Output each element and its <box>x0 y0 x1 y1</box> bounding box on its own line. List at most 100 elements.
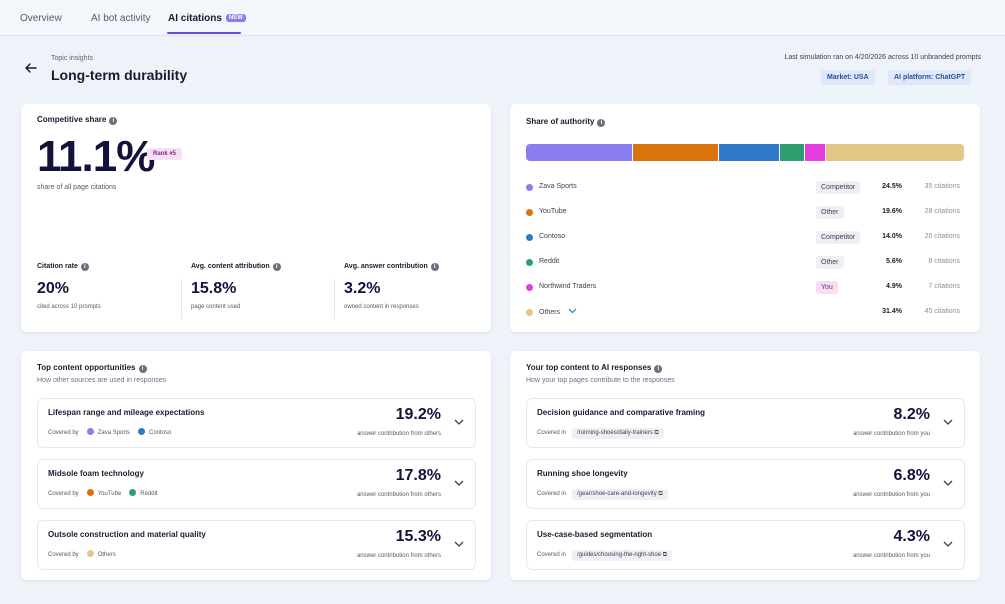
legend-tag: Competitor <box>816 231 861 244</box>
content-caption: answer contribution from you <box>852 492 930 498</box>
legend-row: Northwind Traders You 4.9% 7 citations <box>526 281 966 295</box>
legend-pct: 4.9% <box>886 283 902 290</box>
source-dot <box>129 489 137 496</box>
tab-ai-citations[interactable]: AI citations NEW <box>168 13 246 24</box>
metric-caption: cited across 10 prompts <box>37 304 101 310</box>
opportunity-caption: answer contribution from others <box>356 431 441 437</box>
your-content-title: Your top content to AI responses i <box>526 363 663 373</box>
metric-label: Citation rate i <box>37 263 177 271</box>
metric-label: Avg. answer contribution i <box>344 263 484 271</box>
authority-bar-segment-youtube <box>633 144 719 161</box>
info-icon[interactable]: i <box>654 365 663 373</box>
active-tab-indicator <box>167 32 241 34</box>
opportunities-title: Top content opportunities i <box>37 363 147 373</box>
content-caption: answer contribution from you <box>852 431 930 437</box>
page-path-link[interactable]: /running-shoes/daily-trainers ⧉ <box>572 428 664 439</box>
legend-dot <box>526 259 533 266</box>
legend-pct: 14.0% <box>882 233 902 240</box>
legend-citations: 7 citations <box>928 283 960 290</box>
metric-label: Avg. content attribution i <box>191 263 331 271</box>
opportunity-title: Outsole construction and material qualit… <box>48 530 206 539</box>
chevron-down-icon[interactable] <box>453 477 465 489</box>
platform-chip[interactable]: AI platform: ChatGPT <box>888 70 972 85</box>
authority-bar-segment-contoso <box>719 144 780 161</box>
back-arrow-icon[interactable] <box>24 61 38 75</box>
info-icon[interactable]: i <box>597 119 606 127</box>
share-of-authority-title: Share of authority i <box>526 117 606 127</box>
metric-caption: page content used <box>191 304 241 310</box>
answer-contribution-metric: Avg. answer contribution i 3.2% owned con… <box>344 263 484 319</box>
legend-pct: 5.6% <box>886 258 902 265</box>
chevron-down-icon[interactable] <box>942 477 954 489</box>
legend-row-others[interactable]: Others 31.4% 45 citations <box>526 306 966 320</box>
legend-citations: 28 citations <box>924 208 960 215</box>
new-badge: NEW <box>225 14 246 22</box>
content-title: Running shoe longevity <box>537 469 628 478</box>
page-path-link[interactable]: /guides/choosing-the-right-shoe ⧉ <box>572 550 673 561</box>
opportunity-item[interactable]: Outsole construction and material qualit… <box>37 520 476 570</box>
info-icon[interactable]: i <box>109 117 118 125</box>
legend-dot <box>526 284 533 291</box>
chevron-down-icon[interactable] <box>453 538 465 550</box>
opportunity-value: 17.8% <box>395 467 441 484</box>
info-icon[interactable]: i <box>430 263 439 271</box>
metric-divider <box>334 279 335 319</box>
legend-citations: 20 citations <box>924 233 960 240</box>
chevron-down-icon[interactable] <box>942 416 954 428</box>
legend-pct: 24.5% <box>882 183 902 190</box>
chevron-down-icon[interactable] <box>453 416 465 428</box>
external-link-icon: ⧉ <box>658 491 663 497</box>
legend-pct: 19.6% <box>882 208 902 215</box>
info-icon[interactable]: i <box>80 263 89 271</box>
legend-citations: 35 citations <box>924 183 960 190</box>
citation-rate-metric: Citation rate i 20% cited across 10 promp… <box>37 263 177 319</box>
content-title: Decision guidance and comparative framin… <box>537 408 706 417</box>
opportunity-item[interactable]: Lifespan range and mileage expectations … <box>37 398 476 448</box>
competitive-share-value: 11.1% <box>37 132 155 181</box>
your-content-item[interactable]: Running shoe longevity Covered in/gear/s… <box>526 459 965 509</box>
authority-bar-segment-northwind-traders <box>805 144 826 161</box>
opportunity-item[interactable]: Midsole foam technology Covered by YouTub… <box>37 459 476 509</box>
your-content-subtitle: How your top pages contribute to the res… <box>526 377 675 384</box>
content-value: 4.3% <box>893 528 930 545</box>
legend-row: Contoso Competitor 14.0% 20 citations <box>526 231 966 245</box>
info-icon[interactable]: i <box>272 263 281 271</box>
competitive-share-card: Competitive share i 11.1% Rank #5 share o… <box>21 104 491 332</box>
source-dot <box>86 550 94 557</box>
legend-tag: Competitor <box>816 181 861 194</box>
tab-ai-bot-activity[interactable]: AI bot activity <box>91 13 151 24</box>
legend-name: Others <box>539 308 577 316</box>
your-content-item[interactable]: Decision guidance and comparative framin… <box>526 398 965 448</box>
page-title: Long-term durability <box>51 67 188 83</box>
authority-bar-segment-others <box>826 144 964 161</box>
legend-name: Reddit <box>539 258 560 265</box>
external-link-icon: ⧉ <box>662 552 668 558</box>
legend-tag: Other <box>816 256 844 269</box>
your-content-label: Your top content to AI responses <box>526 363 652 372</box>
legend-tag-you: You <box>816 281 838 294</box>
opportunities-subtitle: How other sources are used in responses <box>37 377 167 384</box>
legend-dot <box>526 234 533 241</box>
your-content-item[interactable]: Use-case-based segmentation Covered in/g… <box>526 520 965 570</box>
legend-row: Zava Sports Competitor 24.5% 35 citation… <box>526 181 966 195</box>
legend-dot <box>526 209 533 216</box>
external-link-icon: ⧉ <box>654 430 659 436</box>
metric-caption: owned content in responses <box>344 304 419 310</box>
info-icon[interactable]: i <box>138 365 147 373</box>
legend-tag: Other <box>816 206 844 219</box>
legend-name: Contoso <box>539 233 566 240</box>
metric-value: 3.2% <box>344 280 381 297</box>
content-title: Use-case-based segmentation <box>537 530 653 539</box>
tab-overview[interactable]: Overview <box>20 13 62 24</box>
page-path-link[interactable]: /gear/shoe-care-and-longevity ⧉ <box>572 489 668 500</box>
chevron-down-icon[interactable] <box>942 538 954 550</box>
market-chip[interactable]: Market: USA <box>821 70 875 85</box>
opportunity-value: 19.2% <box>395 406 441 423</box>
content-value: 6.8% <box>893 467 930 484</box>
chevron-down-icon[interactable] <box>568 308 577 314</box>
tab-bar: Overview AI bot activity AI citations NEW <box>0 0 1005 36</box>
page-header: Topic insights Long-term durability Last… <box>0 36 1005 96</box>
opportunity-caption: answer contribution from others <box>356 553 441 559</box>
content-attribution-metric: Avg. content attribution i 15.8% page con… <box>191 263 331 319</box>
source-dot <box>86 428 94 435</box>
